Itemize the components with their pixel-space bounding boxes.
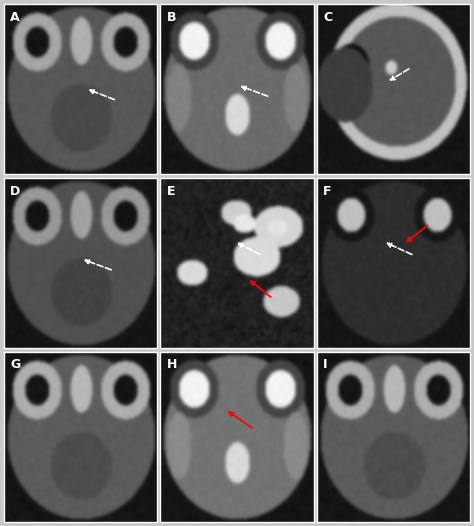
Text: G: G [10, 358, 20, 371]
Text: E: E [166, 185, 175, 198]
Text: F: F [323, 185, 331, 198]
Text: H: H [166, 358, 177, 371]
Text: I: I [323, 358, 328, 371]
Text: C: C [323, 11, 332, 24]
Text: A: A [10, 11, 19, 24]
Text: B: B [166, 11, 176, 24]
Text: D: D [10, 185, 20, 198]
